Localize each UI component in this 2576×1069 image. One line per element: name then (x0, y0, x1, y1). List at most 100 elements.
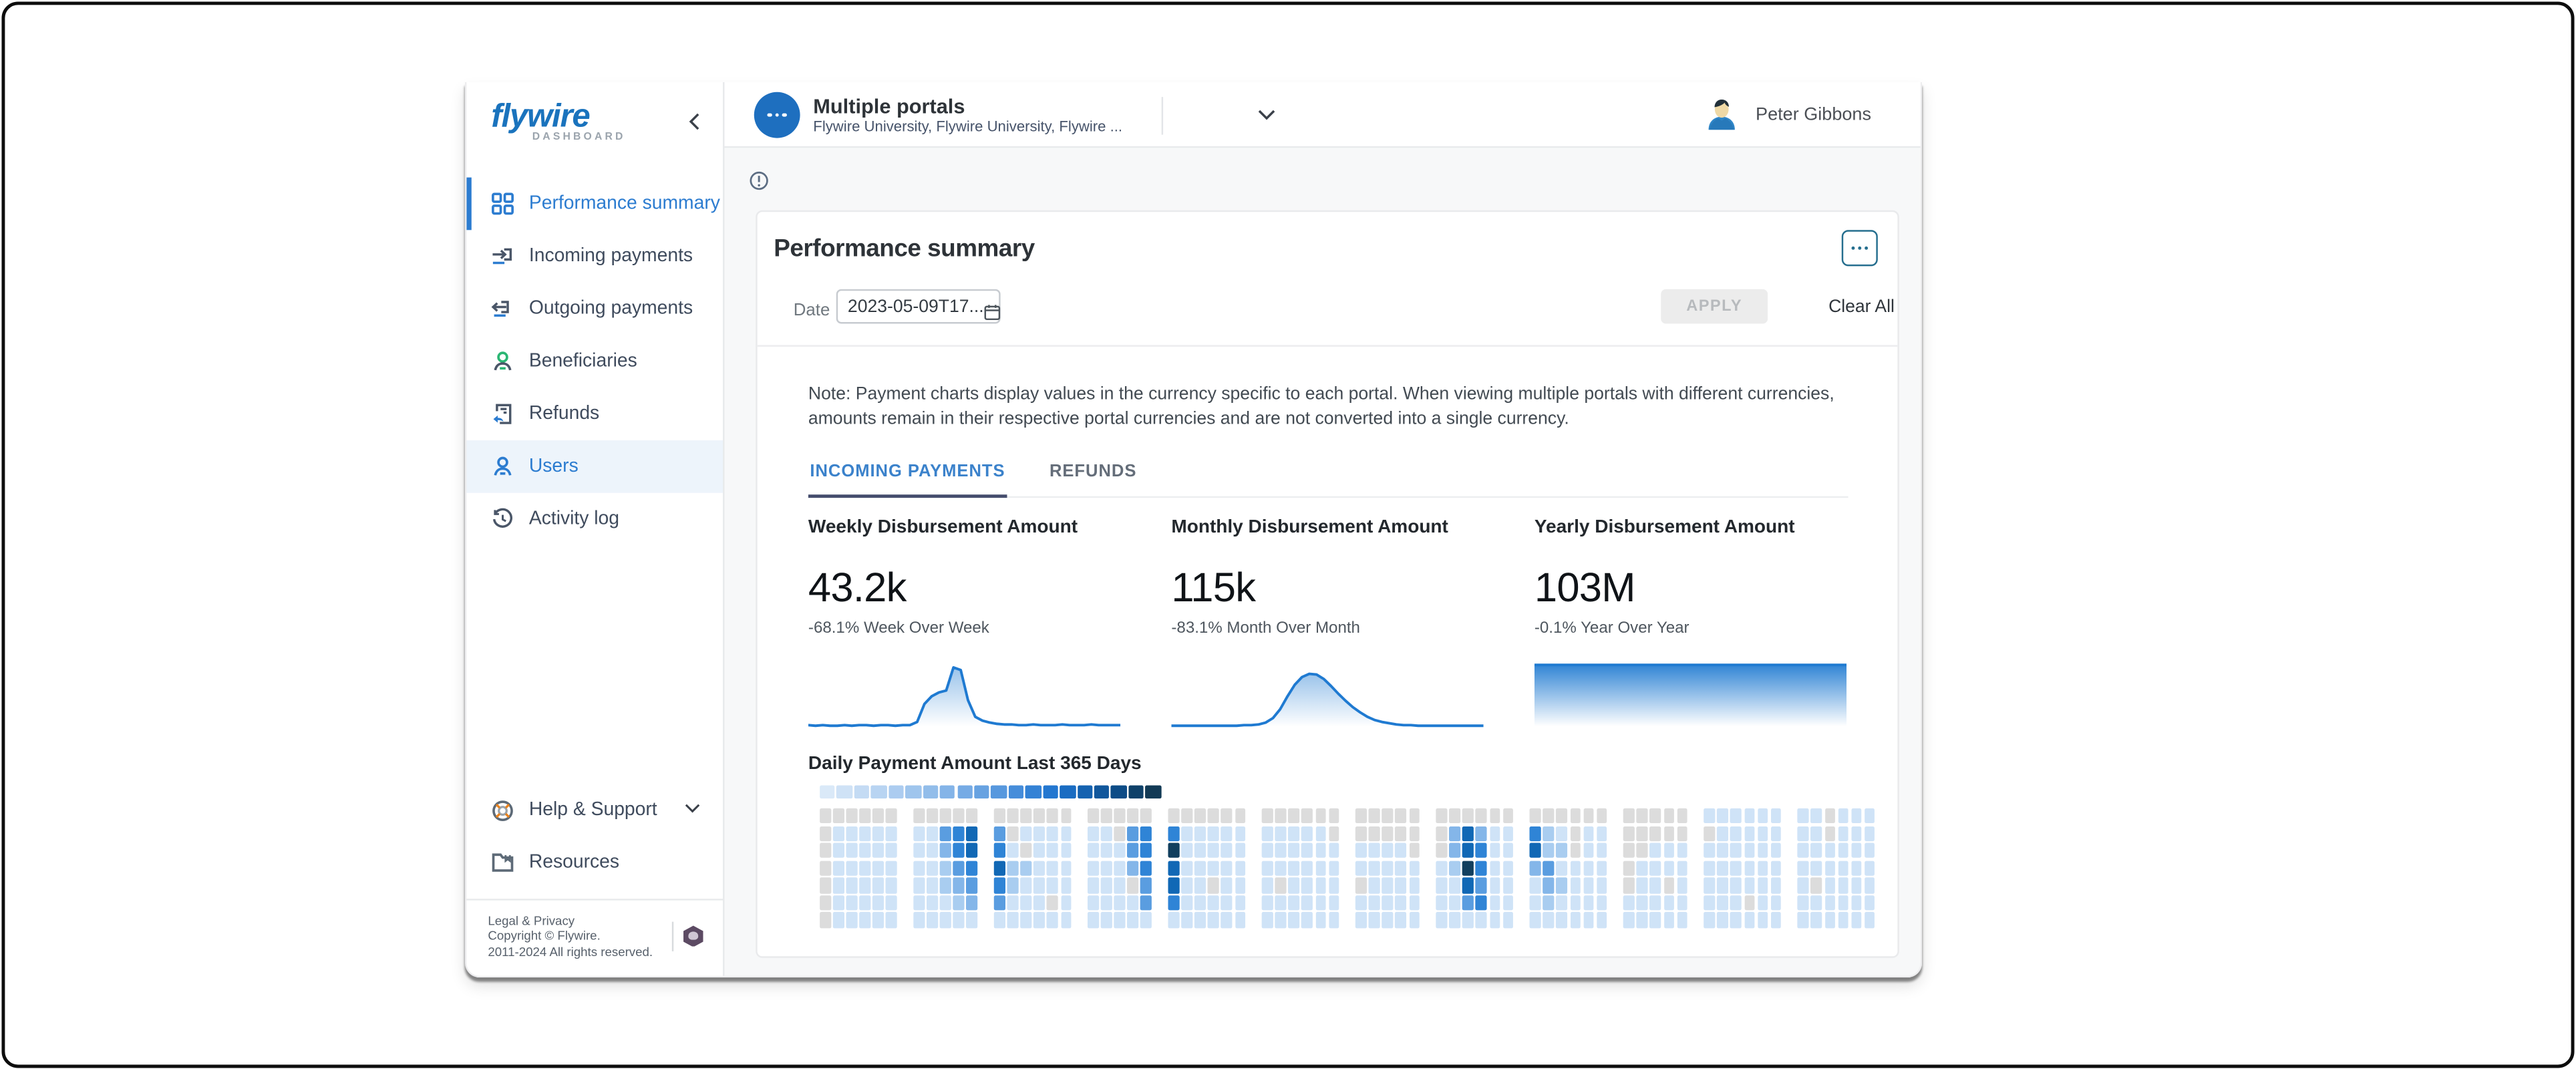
heatmap-cell (1757, 808, 1768, 824)
heatmap-cell (913, 895, 925, 911)
sidebar-item-help-support[interactable]: Help & Support (466, 783, 723, 836)
heatmap-cell (1717, 808, 1728, 824)
heatmap-cell (1462, 808, 1474, 824)
heatmap-cell (1569, 808, 1581, 824)
heatmap-cell (886, 895, 897, 911)
heatmap-cell (1864, 860, 1875, 876)
weekly-metric-card: Weekly Disbursement Amount 43.2k -68.1% We… (808, 518, 1171, 730)
heatmap-cell (1033, 877, 1045, 893)
heatmap-cell (1047, 860, 1058, 876)
heatmap-cell (1757, 912, 1768, 928)
heatmap-cell (1395, 825, 1407, 841)
heatmap-cell (1850, 808, 1862, 824)
heatmap-cell (1395, 877, 1407, 893)
heatmap-cell (1301, 860, 1313, 876)
heatmap-month-group (913, 808, 978, 928)
heatmap-cell (859, 808, 871, 824)
chevron-down-icon[interactable] (1257, 100, 1277, 130)
calendar-icon[interactable] (984, 298, 1001, 319)
heatmap-cell (1114, 843, 1126, 859)
heatmap-cell (1757, 825, 1768, 841)
heatmap-legend-swatch (923, 785, 939, 799)
heatmap-cell (1502, 860, 1514, 876)
tab-incoming-payments[interactable]: INCOMING PAYMENTS (808, 460, 1007, 498)
sidebar-collapse-icon[interactable] (687, 110, 703, 130)
heatmap-cell (820, 912, 831, 928)
sidebar-item-activity-log[interactable]: Activity log (466, 493, 723, 546)
heatmap-cell (913, 843, 925, 859)
heatmap-cell (967, 877, 978, 893)
sidebar-item-incoming-payments[interactable]: Incoming payments (466, 230, 723, 283)
heatmap-cell (846, 860, 858, 876)
heatmap-month-group (1168, 808, 1246, 928)
heatmap-cell (1798, 860, 1809, 876)
heatmap-cell (1328, 895, 1339, 911)
heatmap-cell (1798, 877, 1809, 893)
heatmap-cell (1530, 825, 1541, 841)
portal-subtitle: Flywire University, Flywire University, … (813, 117, 1123, 134)
portal-text: Multiple portals Flywire University, Fly… (813, 94, 1122, 135)
heatmap-cell (1436, 895, 1447, 911)
heatmap-cell (1770, 877, 1782, 893)
heatmap-cell (1221, 825, 1233, 841)
heatmap-cell (1596, 825, 1607, 841)
sidebar-item-beneficiaries[interactable]: Beneficiaries (466, 335, 723, 388)
heatmap-cell (1530, 860, 1541, 876)
heatmap-cell (1020, 912, 1031, 928)
date-input[interactable]: 2023-05-09T17... (836, 289, 1001, 324)
heatmap-cell (1623, 877, 1635, 893)
heatmap-cell (1101, 895, 1112, 911)
info-icon[interactable] (749, 169, 769, 190)
heatmap-cell (1730, 843, 1742, 859)
sidebar-nav: Performance summary Incoming payments Outg… (466, 177, 723, 546)
tab-refunds[interactable]: REFUNDS (1049, 463, 1137, 482)
heatmap-cell (1824, 895, 1836, 911)
heatmap-legend-swatch (820, 785, 836, 799)
heatmap-cell (1462, 912, 1474, 928)
heatmap-cell (993, 912, 1005, 928)
heatmap-cell (1811, 808, 1822, 824)
clear-all-button[interactable]: Clear All (1828, 297, 1895, 317)
sidebar-item-label: Users (528, 456, 579, 477)
apply-button[interactable]: APPLY (1661, 289, 1768, 324)
heatmap-cell (1288, 895, 1299, 911)
heatmap-cell (1355, 895, 1367, 911)
heatmap-cell (1033, 895, 1045, 911)
heatmap-cell (1663, 843, 1675, 859)
heatmap-month-group (1530, 808, 1607, 928)
heatmap-legend-swatch (957, 785, 973, 799)
sidebar-item-resources[interactable]: Resources (466, 836, 723, 889)
heatmap-cell (872, 860, 884, 876)
heatmap-cell (1315, 843, 1326, 859)
heatmap-cell (846, 912, 858, 928)
chevron-down-icon[interactable] (683, 800, 701, 820)
heatmap-cell (1502, 808, 1514, 824)
heatmap-cell (1221, 808, 1233, 824)
heatmap-cell (1181, 843, 1192, 859)
heatmap-legend-swatch (871, 785, 887, 799)
heatmap-cell (1408, 895, 1420, 911)
user-menu[interactable]: Peter Gibbons (1702, 96, 1871, 135)
sidebar-item-performance-summary[interactable]: Performance summary (466, 177, 723, 231)
heatmap-cell (1850, 912, 1862, 928)
heatmap-cell (1650, 895, 1661, 911)
heatmap-cell (1596, 860, 1607, 876)
heatmap-cell (1088, 808, 1099, 824)
legal-privacy-link[interactable]: Legal & Privacy (488, 913, 575, 928)
hexagon-badge-icon (683, 925, 703, 947)
card-kebab-menu-button[interactable] (1841, 230, 1878, 267)
heatmap-cell (1127, 825, 1139, 841)
sidebar-item-outgoing-payments[interactable]: Outgoing payments (466, 283, 723, 335)
heatmap-month-group (1261, 808, 1339, 928)
heatmap-cell (1140, 808, 1152, 824)
portal-selector[interactable]: Multiple portals Flywire University, Fly… (754, 92, 1277, 138)
heatmap-cell (913, 825, 925, 841)
heatmap-cell (940, 860, 951, 876)
metric-value: 103M (1534, 565, 1636, 611)
heatmap-cell (1033, 843, 1045, 859)
sidebar-item-refunds[interactable]: Refunds (466, 388, 723, 440)
heatmap-cell (1717, 895, 1728, 911)
heatmap-cell (1408, 912, 1420, 928)
sidebar-footer: Help & Support Resources (466, 783, 723, 888)
sidebar-item-users[interactable]: Users (466, 440, 723, 493)
